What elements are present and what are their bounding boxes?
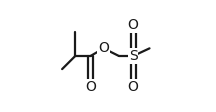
Text: O: O [128, 18, 138, 32]
Text: O: O [128, 80, 138, 94]
Text: O: O [85, 80, 96, 94]
Text: S: S [129, 49, 138, 63]
Text: O: O [98, 41, 109, 55]
